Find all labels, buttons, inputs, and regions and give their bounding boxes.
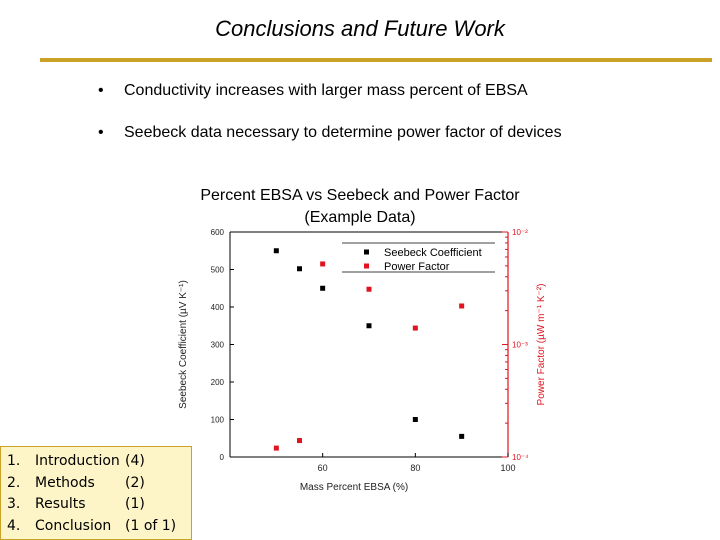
bullet-glyph: • bbox=[98, 82, 104, 99]
y2-axis-label: Power Factor (µW m⁻¹ K⁻²) bbox=[536, 284, 547, 406]
seebeck-point bbox=[297, 266, 302, 272]
y-tick-label: 600 bbox=[211, 228, 225, 237]
section-nav: 1. Introduction (4) 2. Methods (2) 3. Re… bbox=[0, 446, 192, 540]
seebeck-point bbox=[273, 248, 279, 254]
legend-marker bbox=[364, 249, 369, 255]
y-tick-label: 200 bbox=[211, 378, 225, 387]
title-underline bbox=[40, 58, 712, 62]
y-tick-label: 100 bbox=[211, 416, 225, 425]
nav-item-label: Methods bbox=[35, 474, 95, 491]
chart-title-block: Percent EBSA vs Seebeck and Power Factor… bbox=[160, 185, 560, 229]
nav-item-number: 3. bbox=[7, 496, 21, 512]
power-factor-point bbox=[320, 261, 326, 267]
y2-tick-label: 10⁻² bbox=[512, 228, 528, 237]
bullet-glyph: • bbox=[98, 124, 104, 141]
x-axis-label: Mass Percent EBSA (%) bbox=[300, 482, 408, 493]
nav-item-count: (2) bbox=[125, 474, 145, 491]
nav-item-count: (1) bbox=[125, 496, 145, 512]
nav-item-introduction[interactable]: 1. Introduction (4) bbox=[7, 451, 191, 473]
nav-item-number: 4. bbox=[7, 517, 21, 534]
y-tick-label: 500 bbox=[211, 266, 225, 275]
bullet-list: • Conductivity increases with larger mas… bbox=[98, 82, 562, 166]
chart-title: Percent EBSA vs Seebeck and Power Factor bbox=[200, 187, 520, 204]
y-tick-label: 400 bbox=[211, 303, 225, 312]
nav-item-label: Results bbox=[35, 496, 86, 512]
x-tick-label: 60 bbox=[318, 463, 328, 473]
legend-marker bbox=[364, 263, 369, 269]
power-factor-point bbox=[273, 445, 279, 451]
nav-item-number: 2. bbox=[7, 474, 21, 491]
nav-item-number: 1. bbox=[7, 453, 21, 469]
power-factor-point bbox=[366, 286, 372, 292]
nav-item-methods[interactable]: 2. Methods (2) bbox=[7, 473, 191, 495]
y2-tick-label: 10⁻³ bbox=[512, 341, 528, 350]
x-tick-label: 100 bbox=[500, 463, 515, 473]
nav-item-count: (1 of 1) bbox=[125, 517, 177, 534]
seebeck-point bbox=[412, 417, 418, 422]
y-tick-label: 0 bbox=[220, 453, 225, 462]
slide-title: Conclusions and Future Work bbox=[215, 16, 505, 41]
power-factor-point bbox=[297, 438, 302, 444]
power-factor-point bbox=[459, 303, 465, 309]
power-factor-point bbox=[412, 325, 418, 331]
legend-label: Power Factor bbox=[384, 261, 450, 273]
legend-label: Seebeck Coefficient bbox=[384, 247, 482, 259]
nav-item-label: Introduction bbox=[35, 453, 120, 469]
chart-subtitle: (Example Data) bbox=[304, 209, 416, 226]
y-axis-label: Seebeck Coefficient (µV K⁻¹) bbox=[178, 280, 189, 409]
seebeck-point bbox=[320, 285, 326, 291]
nav-item-conclusion[interactable]: 4. Conclusion (1 of 1) bbox=[7, 516, 191, 538]
nav-item-results[interactable]: 3. Results (1) bbox=[7, 494, 191, 516]
y-tick-label: 300 bbox=[211, 341, 225, 350]
bullet-text: Seebeck data necessary to determine powe… bbox=[124, 124, 562, 141]
nav-item-label: Conclusion bbox=[35, 517, 112, 534]
seebeck-point bbox=[366, 323, 372, 329]
seebeck-point bbox=[459, 433, 465, 439]
bullet-item: • Conductivity increases with larger mas… bbox=[98, 82, 562, 124]
nav-item-count: (4) bbox=[125, 453, 145, 469]
bullet-item: • Seebeck data necessary to determine po… bbox=[98, 124, 562, 166]
y2-tick-label: 10⁻⁴ bbox=[512, 453, 529, 462]
bullet-text: Conductivity increases with larger mass … bbox=[124, 82, 528, 99]
x-tick-label: 80 bbox=[410, 463, 420, 473]
